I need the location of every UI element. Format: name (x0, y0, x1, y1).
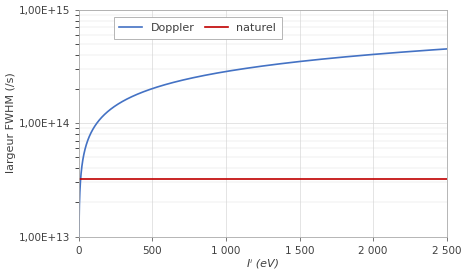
Doppler (315, 58, 321, 61)
Legend: Doppler, naturel: Doppler, naturel (114, 17, 282, 39)
X-axis label: Iⁱ (eV): Iⁱ (eV) (247, 258, 279, 269)
Doppler (297, 60, 302, 63)
Doppler (217, 71, 222, 74)
Line: Doppler: Doppler (79, 49, 447, 259)
Doppler (351, 55, 356, 58)
Doppler (444, 47, 450, 51)
naturel (76, 178, 82, 181)
Doppler (143, 89, 149, 93)
Doppler (378, 52, 384, 55)
naturel (76, 178, 82, 181)
Doppler (76, 257, 82, 261)
Y-axis label: largeur FWHM (/s): largeur FWHM (/s) (6, 73, 15, 173)
